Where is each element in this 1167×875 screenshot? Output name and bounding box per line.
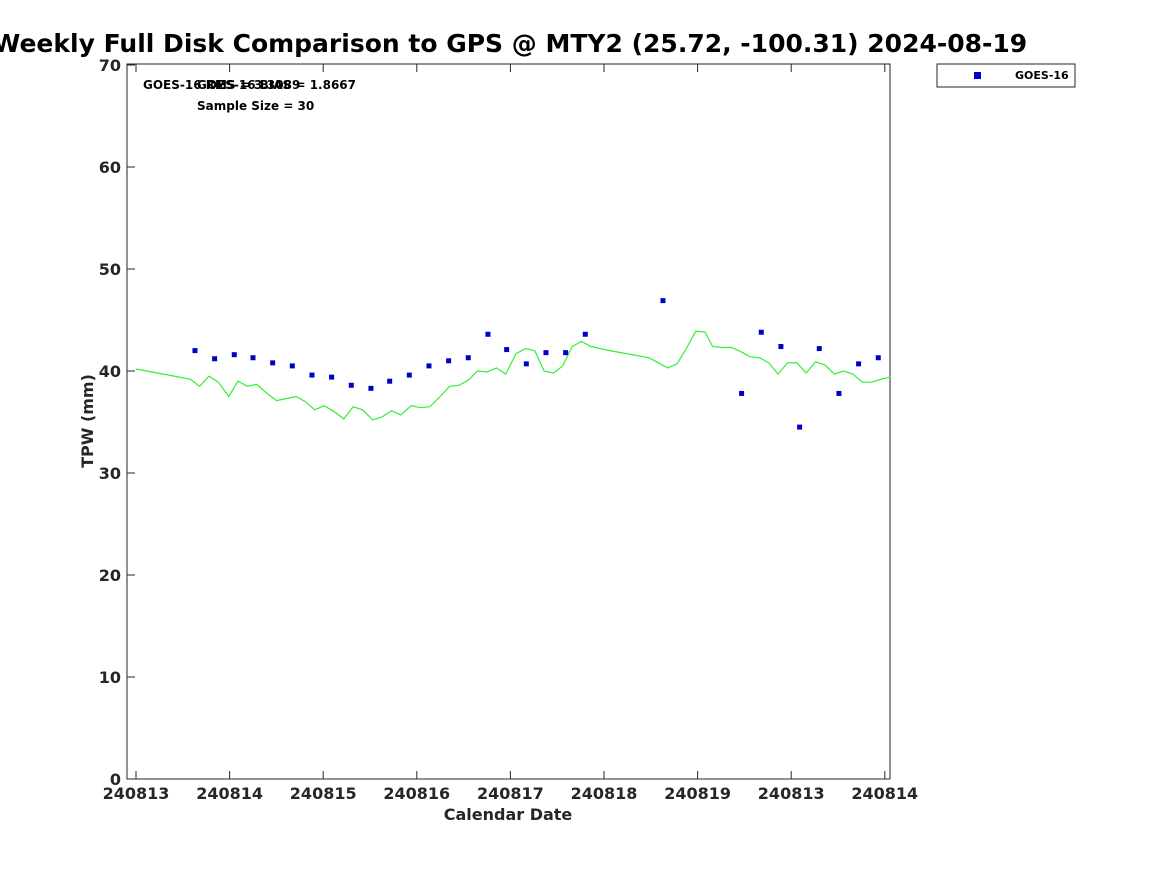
gps-line-layer [135,330,891,421]
y-tick-label: 0 [110,770,121,789]
goes16-point [406,372,412,378]
legend-marker [974,72,981,79]
goes16-point [270,360,276,366]
goes16-point [739,390,745,396]
y-tick-label: 10 [99,668,121,687]
goes16-point [582,331,588,337]
x-tick-label: 240813 [758,784,825,803]
goes16-point [368,385,374,391]
goes16-point [212,356,218,362]
goes16-point [660,298,666,304]
annotation-bias: GOES-16 BIAS = 1.8667 [197,78,356,92]
x-tick-label: 240819 [664,784,731,803]
goes16-point [329,374,335,380]
x-axis-label: Calendar Date [444,805,573,824]
goes16-point [289,363,295,369]
goes16-point [543,350,549,356]
goes16-point [836,390,842,396]
x-tick-label: 240815 [290,784,357,803]
plot-area [126,63,891,780]
y-tick-label: 30 [99,464,121,483]
goes16-point [797,424,803,430]
goes16-point [758,329,764,335]
x-tick-label: 240813 [103,784,170,803]
goes16-point [875,355,881,361]
goes16-point [192,348,198,354]
goes16-point [231,352,237,358]
goes16-point [816,346,822,352]
y-axis-label: TPW (mm) [78,374,97,468]
x-tick-label: 240816 [383,784,450,803]
annotation-sample-size: Sample Size = 30 [197,99,314,113]
goes16-point [485,331,491,337]
goes16-point [426,363,432,369]
y-tick-label: 40 [99,362,121,381]
x-tick-label: 240817 [477,784,544,803]
goes16-point [387,378,393,384]
goes16-point [504,347,510,353]
legend-box [936,63,1076,88]
x-tick-label: 240818 [571,784,638,803]
goes16-point [523,361,529,367]
y-tick-label: 20 [99,566,121,585]
goes16-point [778,344,784,350]
y-tick-label: 50 [99,260,121,279]
goes16-point [309,372,315,378]
goes16-point [250,355,256,361]
goes16-point [856,361,862,367]
y-tick-label: 70 [99,56,121,75]
goes16-point [563,350,569,356]
x-tick-label: 240814 [196,784,263,803]
annotation-rms: GOES-16 RMS = 3.3089 [143,78,300,92]
legend: GOES-16 [936,63,1076,88]
y-axis: 0 10 20 30 40 50 60 70 [99,56,135,789]
goes16-point [446,358,452,364]
chart-title: Weekly Full Disk Comparison to GPS @ MTY… [0,29,1027,58]
x-axis: 240813 240814 240815 240816 240817 240818 2408… [103,64,918,803]
goes16-point [465,355,471,361]
legend-label: GOES-16 [1015,69,1069,82]
x-tick-label: 240814 [851,784,918,803]
goes-point-layer [192,298,881,430]
gps-series-line [135,330,891,421]
goes16-point [348,382,354,388]
y-tick-label: 60 [99,158,121,177]
